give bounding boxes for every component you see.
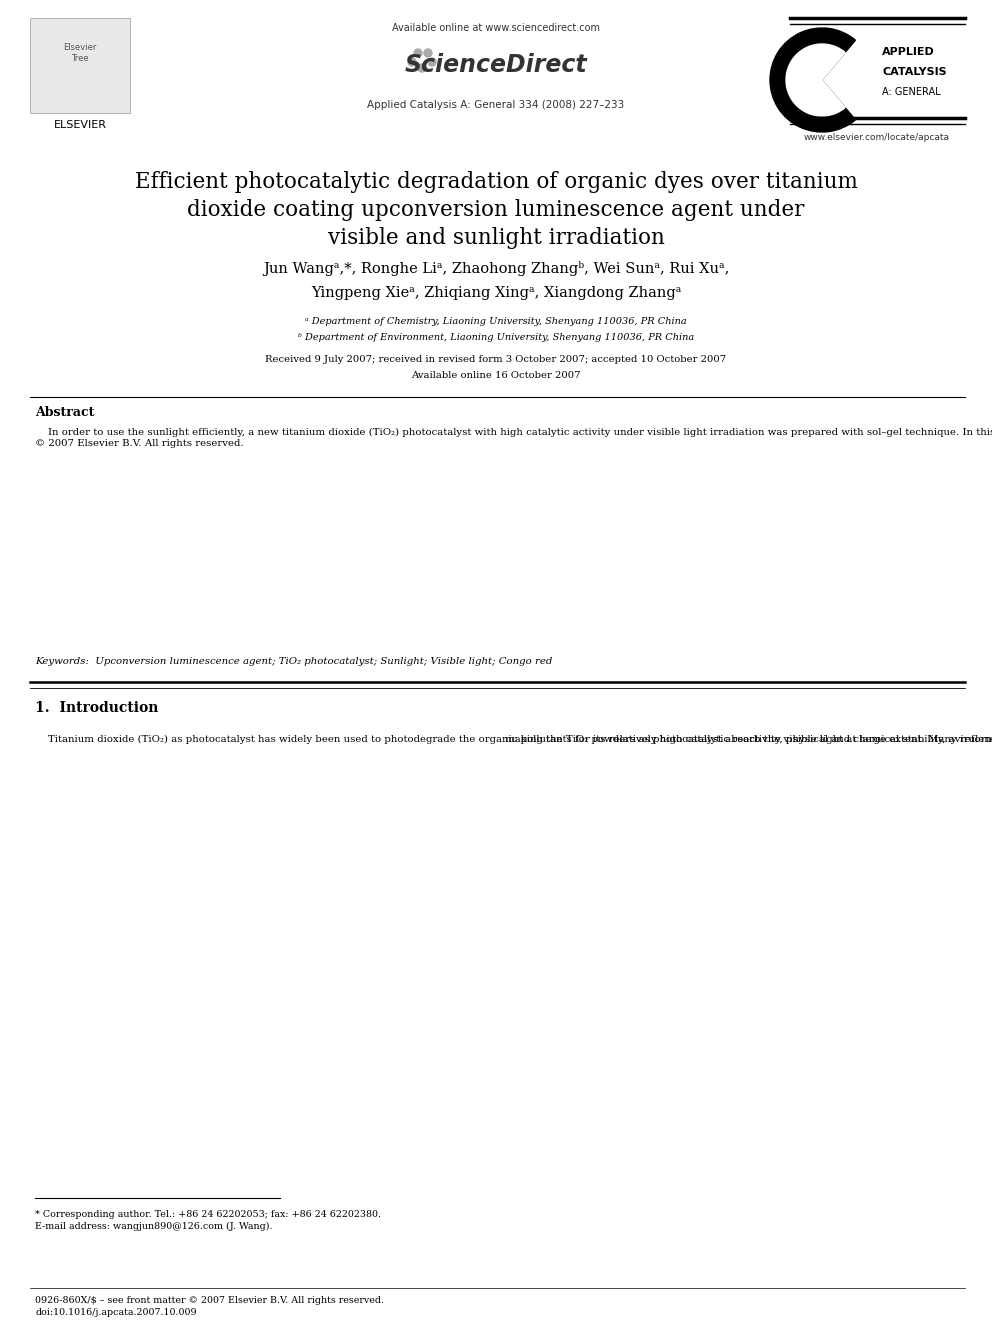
Text: Elsevier
Tree: Elsevier Tree [63,44,96,62]
Text: 0926-860X/$ – see front matter © 2007 Elsevier B.V. All rights reserved.
doi:10.: 0926-860X/$ – see front matter © 2007 El… [35,1297,384,1316]
Text: Yingpeng Xieᵃ, Zhiqiang Xingᵃ, Xiangdong Zhangᵃ: Yingpeng Xieᵃ, Zhiqiang Xingᵃ, Xiangdong… [310,286,682,300]
Text: ᵃ Department of Chemistry, Liaoning University, Shenyang 110036, PR China: ᵃ Department of Chemistry, Liaoning Univ… [306,318,686,327]
Text: Available online 16 October 2007: Available online 16 October 2007 [412,372,580,381]
Text: making the TiO₂ powders as photocatalyst absorb the visible light at large exten: making the TiO₂ powders as photocatalyst… [505,736,992,744]
Text: ELSEVIER: ELSEVIER [54,120,106,130]
Text: A: GENERAL: A: GENERAL [882,87,940,97]
Circle shape [408,58,416,66]
Text: visible and sunlight irradiation: visible and sunlight irradiation [327,228,665,249]
Text: CATALYSIS: CATALYSIS [882,67,946,77]
Text: Titanium dioxide (TiO₂) as photocatalyst has widely been used to photodegrade th: Titanium dioxide (TiO₂) as photocatalyst… [35,736,992,744]
Text: ᵇ Department of Environment, Liaoning University, Shenyang 110036, PR China: ᵇ Department of Environment, Liaoning Un… [298,333,694,343]
Text: * Corresponding author. Tel.: +86 24 62202053; fax: +86 24 62202380.
E-mail addr: * Corresponding author. Tel.: +86 24 622… [35,1211,381,1230]
Wedge shape [786,44,845,116]
Text: In order to use the sunlight efficiently, a new titanium dioxide (TiO₂) photocat: In order to use the sunlight efficiently… [35,429,992,448]
Text: Available online at www.sciencedirect.com: Available online at www.sciencedirect.co… [392,22,600,33]
Circle shape [428,58,436,66]
Text: Applied Catalysis A: General 334 (2008) 227–233: Applied Catalysis A: General 334 (2008) … [367,101,625,110]
Circle shape [414,49,422,57]
Text: A
P
P
L
I
E
D: A P P L I E D [816,49,820,87]
Text: ScienceDirect: ScienceDirect [405,53,587,77]
Text: 1.  Introduction: 1. Introduction [35,701,159,714]
Text: APPLIED: APPLIED [882,48,934,57]
Text: Abstract: Abstract [35,406,94,418]
Circle shape [418,64,426,71]
Text: Keywords:  Upconversion luminescence agent; TiO₂ photocatalyst; Sunlight; Visibl: Keywords: Upconversion luminescence agen… [35,658,553,667]
Text: www.elsevier.com/locate/apcata: www.elsevier.com/locate/apcata [804,134,950,143]
Text: Received 9 July 2007; received in revised form 3 October 2007; accepted 10 Octob: Received 9 July 2007; received in revise… [266,356,726,365]
Text: Efficient photocatalytic degradation of organic dyes over titanium: Efficient photocatalytic degradation of … [135,171,857,193]
Wedge shape [770,28,855,132]
Text: dioxide coating upconversion luminescence agent under: dioxide coating upconversion luminescenc… [187,198,805,221]
Bar [30,19,130,112]
Text: Jun Wangᵃ,*, Ronghe Liᵃ, Zhaohong Zhangᵇ, Wei Sunᵃ, Rui Xuᵃ,: Jun Wangᵃ,*, Ronghe Liᵃ, Zhaohong Zhangᵇ… [263,261,729,275]
Circle shape [424,49,432,57]
